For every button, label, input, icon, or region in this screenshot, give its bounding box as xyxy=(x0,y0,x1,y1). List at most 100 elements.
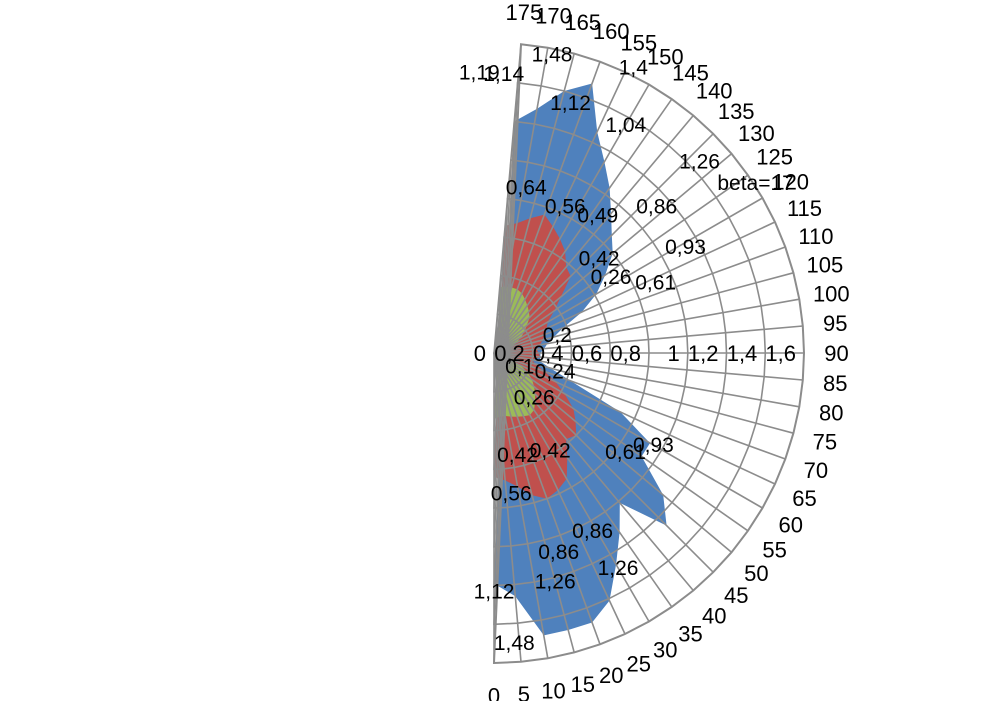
grid-spoke xyxy=(493,352,803,381)
data-label: 0,42 xyxy=(530,439,571,462)
grid-spoke xyxy=(493,352,786,460)
data-label: 0,42 xyxy=(497,444,538,467)
radial-tick-label: 1 xyxy=(668,341,680,366)
grid-spoke xyxy=(493,272,794,354)
angle-label: 5 xyxy=(518,682,530,701)
radial-tick-label: 0,6 xyxy=(572,341,603,366)
grid-spoke xyxy=(493,352,650,622)
radial-tick-label: 0,8 xyxy=(610,341,641,366)
data-label: 0,26 xyxy=(514,387,555,410)
radial-tick-label: 0,4 xyxy=(533,341,564,366)
grid-spoke xyxy=(493,352,800,408)
grid-spoke xyxy=(493,221,776,354)
grid-spoke xyxy=(493,61,601,354)
grid-spoke xyxy=(493,133,714,354)
grid-spoke xyxy=(493,71,626,354)
angle-label: 100 xyxy=(813,282,850,307)
angle-label: 20 xyxy=(599,663,623,688)
data-label: 1,04 xyxy=(605,114,646,137)
grid-spoke xyxy=(493,246,786,354)
grid-layer xyxy=(492,43,806,665)
grid-spoke xyxy=(493,98,673,354)
radial-tick-label: 0,2 xyxy=(494,341,525,366)
grid-spoke xyxy=(493,174,749,354)
grid-spoke xyxy=(493,84,650,354)
angle-label: 40 xyxy=(702,603,726,628)
angle-label: 120 xyxy=(772,170,809,195)
grid-spoke xyxy=(493,352,522,662)
data-label: 1,48 xyxy=(532,43,573,66)
grid-spoke xyxy=(493,325,803,354)
data-label: 0,56 xyxy=(491,482,532,505)
grid-spoke xyxy=(493,352,601,645)
angle-label: 65 xyxy=(792,486,816,511)
angle-label: 155 xyxy=(620,31,657,56)
data-label: 1,26 xyxy=(535,570,576,593)
angle-label: 165 xyxy=(564,10,601,35)
grid-spoke xyxy=(493,47,549,354)
grid-spoke xyxy=(493,352,733,553)
angle-label: 70 xyxy=(804,458,828,483)
data-label: 0,86 xyxy=(572,520,613,543)
grid-spoke xyxy=(493,197,763,354)
data-label: 0,49 xyxy=(577,204,618,227)
angle-label: 170 xyxy=(535,4,572,29)
data-label: 0,61 xyxy=(635,272,676,295)
angle-label: 80 xyxy=(819,401,843,426)
grid-spoke xyxy=(493,352,794,434)
angle-label: 30 xyxy=(653,638,677,663)
angle-label: 25 xyxy=(627,652,651,677)
angle-label: 160 xyxy=(593,19,630,44)
data-label: 1,12 xyxy=(474,580,515,603)
data-label: 0,42 xyxy=(579,247,620,270)
grid-spoke xyxy=(493,114,694,354)
grid-spoke xyxy=(493,153,733,354)
radial-tick-layer: 0 0,2 0,4 0,6 0,8 1 1,2 1,4 1,6 xyxy=(474,341,796,366)
data-label: 1,19 xyxy=(459,61,500,84)
data-label: 0,93 xyxy=(665,236,706,259)
data-label-layer: beta=170,930,610,260,21,260,860,420,491,… xyxy=(459,43,794,655)
grid-spoke xyxy=(493,44,522,354)
grid-spoke xyxy=(493,352,549,659)
angle-label: 55 xyxy=(762,538,786,563)
radial-tick-label: 1,6 xyxy=(765,341,796,366)
data-label: 0,1 xyxy=(505,356,534,379)
grid-spoke xyxy=(493,352,749,532)
data-label: 1,48 xyxy=(494,632,535,655)
data-label: 0,64 xyxy=(506,177,547,200)
data-label: 0,56 xyxy=(545,196,586,219)
grid-spoke xyxy=(493,352,694,592)
angle-label: 15 xyxy=(570,672,594,697)
data-label: 0,86 xyxy=(636,196,677,219)
angle-label: 110 xyxy=(798,224,833,249)
angle-label: 115 xyxy=(787,196,822,221)
grid-spoke xyxy=(493,352,776,485)
angle-label: 140 xyxy=(696,79,733,104)
angle-label: 130 xyxy=(738,121,775,146)
data-label: 1,4 xyxy=(619,56,649,79)
angle-label: 105 xyxy=(807,252,844,277)
angle-label: 175 xyxy=(506,0,543,25)
angle-label: 90 xyxy=(824,341,848,366)
angle-label: 135 xyxy=(718,99,755,124)
grid-spoke xyxy=(493,53,575,354)
data-label: 1,26 xyxy=(598,557,639,580)
radial-tick-label: 0 xyxy=(474,341,486,366)
grid-spoke xyxy=(493,352,575,653)
angle-label: 35 xyxy=(678,622,702,647)
data-label: 0,2 xyxy=(543,324,572,347)
data-label: 1,12 xyxy=(550,92,591,115)
angle-label: 50 xyxy=(744,561,768,586)
angle-label-layer: 0 5 10 15 20 25303540455055606570758085909510… xyxy=(488,0,850,701)
radial-tick-label: 1,4 xyxy=(727,341,758,366)
grid-spoke xyxy=(493,352,673,608)
radial-tick-label: 1,2 xyxy=(688,341,719,366)
data-label: 0,61 xyxy=(605,441,646,464)
angle-label: 95 xyxy=(823,311,847,336)
data-label: 0,93 xyxy=(633,434,674,457)
angle-label: 60 xyxy=(778,512,802,537)
grid-spoke xyxy=(493,352,714,573)
angle-label: 45 xyxy=(724,583,748,608)
data-label: beta=17 xyxy=(717,172,794,195)
